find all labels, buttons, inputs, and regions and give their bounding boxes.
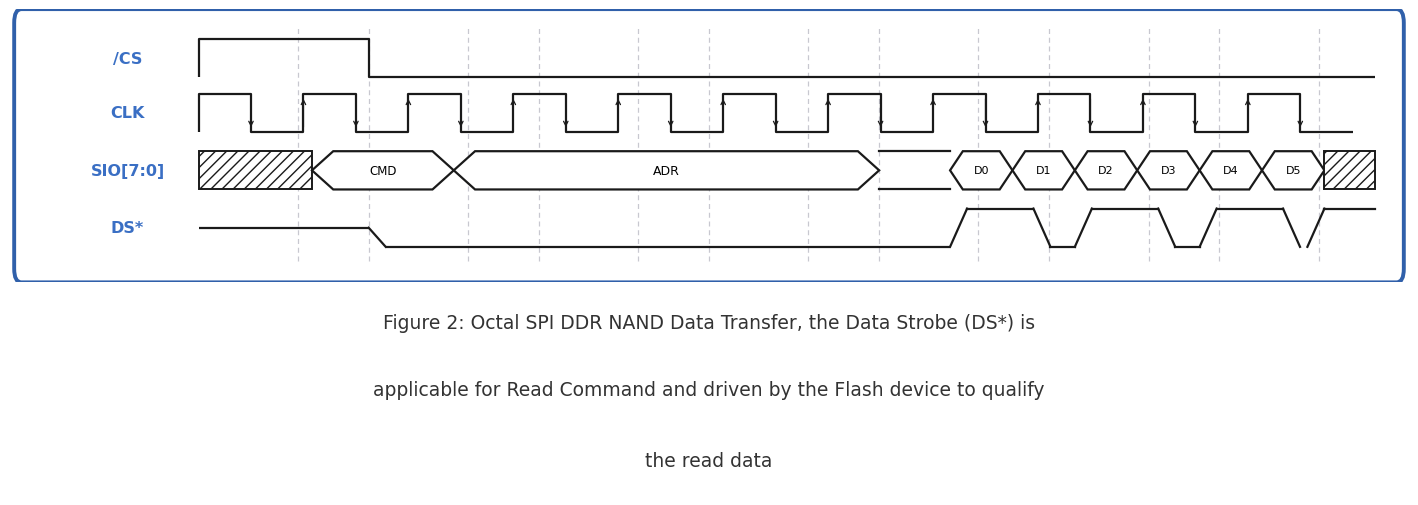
Polygon shape [950,152,1012,190]
Polygon shape [454,152,879,190]
Polygon shape [1200,152,1262,190]
Text: Figure 2: Octal SPI DDR NAND Data Transfer, the Data Strobe (DS*) is: Figure 2: Octal SPI DDR NAND Data Transf… [383,313,1035,332]
Text: D1: D1 [1037,166,1051,176]
Text: D5: D5 [1286,166,1300,176]
Polygon shape [1012,152,1075,190]
FancyBboxPatch shape [14,10,1404,283]
Polygon shape [1324,152,1375,190]
Text: /CS: /CS [113,52,142,67]
Text: D2: D2 [1098,166,1115,176]
Polygon shape [312,152,454,190]
Text: D0: D0 [974,166,988,176]
Text: ADR: ADR [654,165,679,177]
Text: the read data: the read data [645,451,773,470]
Polygon shape [199,152,312,190]
Text: CLK: CLK [111,106,145,121]
Text: CMD: CMD [369,165,397,177]
Text: SIO[7:0]: SIO[7:0] [91,164,164,178]
Text: applicable for Read Command and driven by the Flash device to qualify: applicable for Read Command and driven b… [373,380,1045,399]
Text: DS*: DS* [111,221,145,236]
Polygon shape [1075,152,1137,190]
Polygon shape [1137,152,1200,190]
Text: D3: D3 [1161,166,1176,176]
Polygon shape [1262,152,1324,190]
Text: D4: D4 [1222,166,1239,176]
